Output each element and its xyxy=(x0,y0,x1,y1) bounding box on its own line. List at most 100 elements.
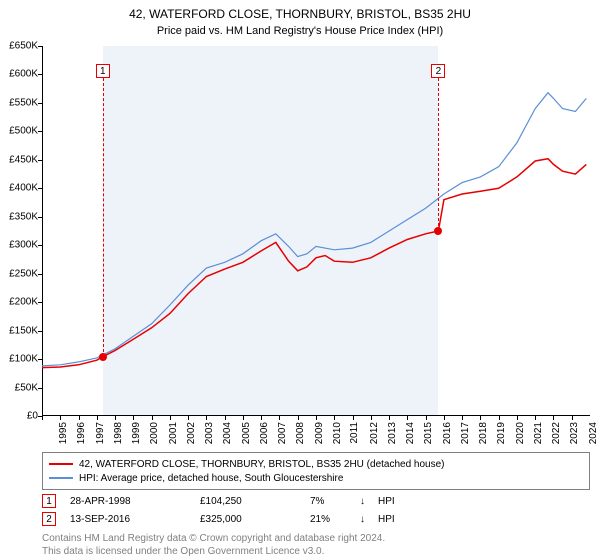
sale-row-marker: 2 xyxy=(42,512,56,526)
x-tick-mark xyxy=(261,416,262,420)
sale-marker-line-1 xyxy=(103,78,104,357)
x-tick-label: 2010 xyxy=(332,422,343,444)
sale-price: £325,000 xyxy=(200,514,310,525)
x-tick-label: 1995 xyxy=(58,422,69,444)
x-tick-label: 1997 xyxy=(94,422,105,444)
x-tick-mark xyxy=(133,416,134,420)
sales-table: 128-APR-1998£104,2507%↓HPI 2 13-SEP-2016£3… xyxy=(42,492,590,528)
y-tick-label: £600K xyxy=(0,69,38,80)
x-tick-label: 2012 xyxy=(368,422,379,444)
x-tick-label: 2018 xyxy=(478,422,489,444)
x-tick-mark xyxy=(389,416,390,420)
sale-price: £104,250 xyxy=(200,496,310,507)
x-tick-mark xyxy=(225,416,226,420)
sale-marker-box-2: 2 xyxy=(431,64,445,78)
series-svg xyxy=(42,46,590,416)
x-tick-mark xyxy=(535,416,536,420)
x-tick-mark xyxy=(60,416,61,420)
x-tick-label: 2009 xyxy=(313,422,324,444)
sale-marker-box-1: 1 xyxy=(96,64,110,78)
sale-date: 13-SEP-2016 xyxy=(70,514,200,525)
x-tick-mark xyxy=(480,416,481,420)
x-tick-label: 2013 xyxy=(387,422,398,444)
x-tick-mark xyxy=(42,416,43,420)
x-tick-mark xyxy=(553,416,554,420)
x-tick-mark xyxy=(188,416,189,420)
x-tick-mark xyxy=(499,416,500,420)
x-tick-label: 2022 xyxy=(551,422,562,444)
y-tick-label: £100K xyxy=(0,354,38,365)
x-tick-mark xyxy=(97,416,98,420)
y-tick-label: £550K xyxy=(0,97,38,108)
legend-label: 42, WATERFORD CLOSE, THORNBURY, BRISTOL,… xyxy=(79,459,445,470)
legend-label: HPI: Average price, detached house, Sout… xyxy=(79,473,343,484)
x-tick-label: 2017 xyxy=(460,422,471,444)
sale-row: 2 13-SEP-2016£325,00021%↓HPI xyxy=(42,510,590,528)
plot-area: 12 xyxy=(42,46,590,416)
x-tick-mark xyxy=(371,416,372,420)
x-tick-mark xyxy=(298,416,299,420)
sale-marker-dot-2 xyxy=(434,227,442,235)
series-price_paid xyxy=(42,159,586,368)
series-hpi xyxy=(42,93,586,366)
x-tick-label: 2003 xyxy=(204,422,215,444)
x-tick-label: 2006 xyxy=(259,422,270,444)
x-tick-mark xyxy=(115,416,116,420)
x-tick-mark xyxy=(353,416,354,420)
legend-swatch xyxy=(49,477,73,479)
x-tick-label: 2004 xyxy=(222,422,233,444)
y-tick-label: £0 xyxy=(0,411,38,422)
footer-line-1: Contains HM Land Registry data © Crown c… xyxy=(42,532,590,545)
legend-entry: 42, WATERFORD CLOSE, THORNBURY, BRISTOL,… xyxy=(49,457,583,471)
x-tick-mark xyxy=(334,416,335,420)
sale-arrow-icon: ↓ xyxy=(360,496,378,507)
x-tick-label: 2020 xyxy=(514,422,525,444)
sale-arrow-icon: ↓ xyxy=(360,514,378,525)
x-tick-label: 2015 xyxy=(423,422,434,444)
x-tick-mark xyxy=(517,416,518,420)
x-tick-label: 2000 xyxy=(149,422,160,444)
footer-text: Contains HM Land Registry data © Crown c… xyxy=(42,532,590,558)
x-tick-label: 1998 xyxy=(113,422,124,444)
y-tick-label: £500K xyxy=(0,126,38,137)
y-tick-label: £200K xyxy=(0,297,38,308)
sale-pct: 21% xyxy=(310,514,360,525)
sale-row: 128-APR-1998£104,2507%↓HPI xyxy=(42,492,590,510)
y-tick-label: £400K xyxy=(0,183,38,194)
chart-container: 42, WATERFORD CLOSE, THORNBURY, BRISTOL,… xyxy=(0,0,600,560)
x-tick-label: 2016 xyxy=(441,422,452,444)
x-tick-mark xyxy=(407,416,408,420)
x-tick-mark xyxy=(279,416,280,420)
x-tick-label: 2021 xyxy=(533,422,544,444)
sale-marker-line-2 xyxy=(438,78,439,231)
sale-date: 28-APR-1998 xyxy=(70,496,200,507)
sale-vs: HPI xyxy=(378,496,395,507)
y-tick-label: £250K xyxy=(0,268,38,279)
y-tick-label: £450K xyxy=(0,154,38,165)
chart-title: 42, WATERFORD CLOSE, THORNBURY, BRISTOL,… xyxy=(0,0,600,23)
x-tick-label: 2011 xyxy=(349,422,360,444)
x-tick-label: 2005 xyxy=(240,422,251,444)
sale-vs: HPI xyxy=(378,514,395,525)
y-tick-label: £650K xyxy=(0,41,38,52)
x-tick-mark xyxy=(170,416,171,420)
y-tick-label: £300K xyxy=(0,240,38,251)
sale-marker-dot-1 xyxy=(99,353,107,361)
x-tick-label: 2002 xyxy=(186,422,197,444)
y-tick-label: £150K xyxy=(0,325,38,336)
x-tick-mark xyxy=(462,416,463,420)
legend-swatch xyxy=(49,463,73,465)
x-tick-label: 2024 xyxy=(587,422,598,444)
x-tick-label: 1996 xyxy=(76,422,87,444)
x-tick-mark xyxy=(316,416,317,420)
sale-pct: 7% xyxy=(310,496,360,507)
x-tick-label: 2008 xyxy=(295,422,306,444)
x-tick-mark xyxy=(243,416,244,420)
x-tick-label: 2023 xyxy=(569,422,580,444)
footer-line-2: This data is licensed under the Open Gov… xyxy=(42,545,590,558)
x-tick-label: 2001 xyxy=(167,422,178,444)
x-tick-mark xyxy=(444,416,445,420)
x-tick-mark xyxy=(426,416,427,420)
x-tick-label: 2007 xyxy=(277,422,288,444)
y-tick-label: £350K xyxy=(0,211,38,222)
